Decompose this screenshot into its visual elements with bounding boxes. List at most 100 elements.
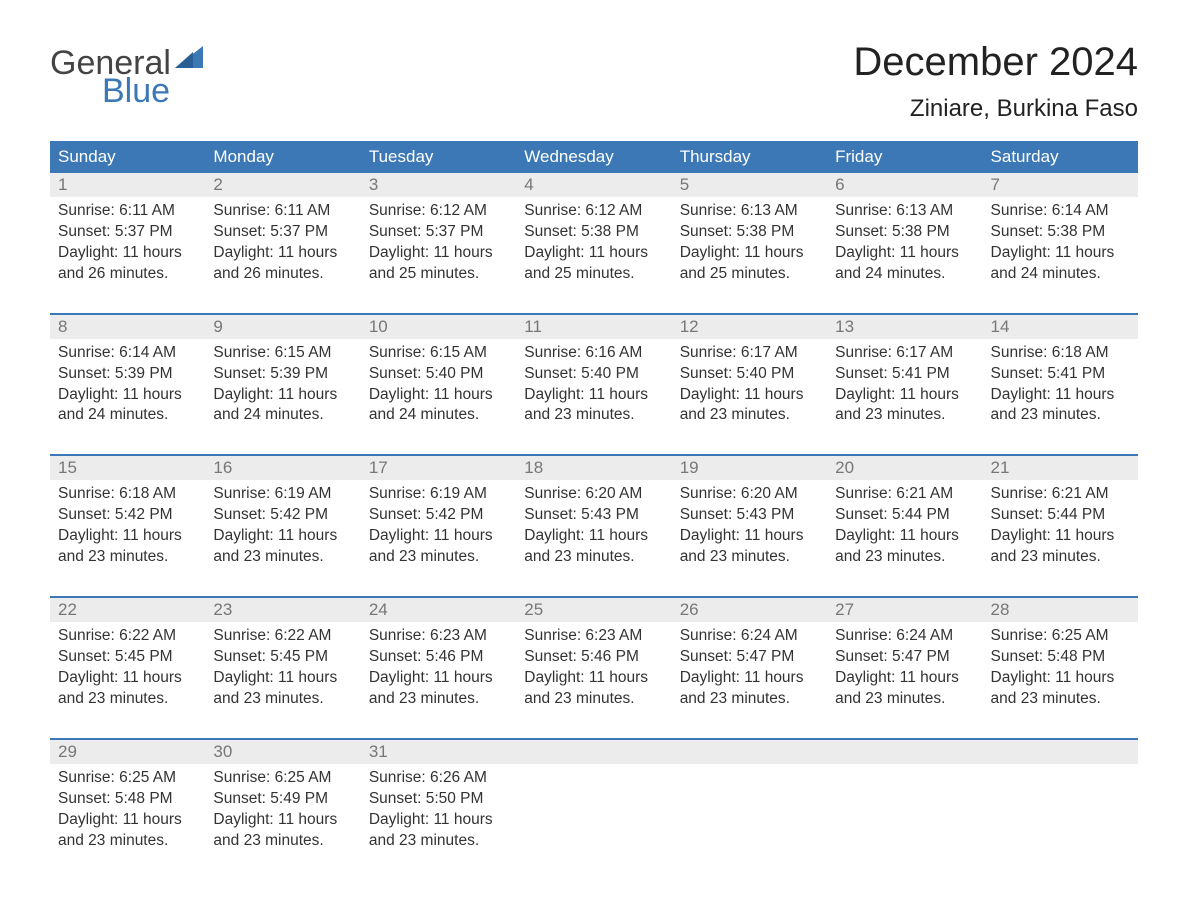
sunset-text: Sunset: 5:45 PM xyxy=(213,647,352,668)
day-number: 31 xyxy=(361,740,516,764)
daylight-text: Daylight: 11 hours xyxy=(369,810,508,831)
daylight-text: Daylight: 11 hours xyxy=(213,385,352,406)
sunrise-text: Sunrise: 6:12 AM xyxy=(369,201,508,222)
day-cell: Sunrise: 6:12 AMSunset: 5:37 PMDaylight:… xyxy=(361,197,516,314)
sunset-text: Sunset: 5:45 PM xyxy=(58,647,197,668)
sunrise-text: Sunrise: 6:12 AM xyxy=(524,201,663,222)
day-cell: Sunrise: 6:19 AMSunset: 5:42 PMDaylight:… xyxy=(205,480,360,597)
daylight-text: Daylight: 11 hours xyxy=(524,385,663,406)
day-cell: Sunrise: 6:17 AMSunset: 5:41 PMDaylight:… xyxy=(827,339,982,456)
day-data-row: Sunrise: 6:22 AMSunset: 5:45 PMDaylight:… xyxy=(50,622,1138,739)
daylight-text: Daylight: 11 hours xyxy=(369,243,508,264)
title-block: December 2024 Ziniare, Burkina Faso xyxy=(853,40,1138,135)
sunset-text: Sunset: 5:43 PM xyxy=(680,505,819,526)
sunrise-text: Sunrise: 6:18 AM xyxy=(58,484,197,505)
day-cell: Sunrise: 6:15 AMSunset: 5:39 PMDaylight:… xyxy=(205,339,360,456)
page-header: General Blue December 2024 Ziniare, Burk… xyxy=(50,40,1138,135)
sunset-text: Sunset: 5:40 PM xyxy=(680,364,819,385)
daylight-text: and 23 minutes. xyxy=(524,689,663,710)
sunrise-text: Sunrise: 6:17 AM xyxy=(835,343,974,364)
daylight-text: and 23 minutes. xyxy=(835,689,974,710)
day-number: 1 xyxy=(50,173,205,197)
sunrise-text: Sunrise: 6:24 AM xyxy=(835,626,974,647)
location: Ziniare, Burkina Faso xyxy=(853,95,1138,123)
sunrise-text: Sunrise: 6:21 AM xyxy=(991,484,1130,505)
day-number: 10 xyxy=(361,315,516,339)
day-number: 6 xyxy=(827,173,982,197)
daylight-text: Daylight: 11 hours xyxy=(213,526,352,547)
weekday-header: Tuesday xyxy=(361,141,516,173)
sunset-text: Sunset: 5:39 PM xyxy=(58,364,197,385)
sunset-text: Sunset: 5:37 PM xyxy=(58,222,197,243)
daylight-text: and 23 minutes. xyxy=(680,405,819,426)
day-number: 25 xyxy=(516,598,671,622)
sunset-text: Sunset: 5:44 PM xyxy=(991,505,1130,526)
daylight-text: and 23 minutes. xyxy=(524,405,663,426)
day-cell: Sunrise: 6:21 AMSunset: 5:44 PMDaylight:… xyxy=(983,480,1138,597)
day-number: 18 xyxy=(516,456,671,480)
sunrise-text: Sunrise: 6:22 AM xyxy=(213,626,352,647)
daylight-text: Daylight: 11 hours xyxy=(369,526,508,547)
daylight-text: and 23 minutes. xyxy=(369,689,508,710)
sunrise-text: Sunrise: 6:11 AM xyxy=(213,201,352,222)
day-cell: Sunrise: 6:21 AMSunset: 5:44 PMDaylight:… xyxy=(827,480,982,597)
sunrise-text: Sunrise: 6:25 AM xyxy=(213,768,352,789)
weekday-header: Sunday xyxy=(50,141,205,173)
day-number: 23 xyxy=(205,598,360,622)
sunrise-text: Sunrise: 6:23 AM xyxy=(524,626,663,647)
sunset-text: Sunset: 5:39 PM xyxy=(213,364,352,385)
sunrise-text: Sunrise: 6:13 AM xyxy=(835,201,974,222)
day-number: 20 xyxy=(827,456,982,480)
daylight-text: and 24 minutes. xyxy=(835,264,974,285)
day-number: 14 xyxy=(983,315,1138,339)
sunrise-text: Sunrise: 6:17 AM xyxy=(680,343,819,364)
sunrise-text: Sunrise: 6:20 AM xyxy=(680,484,819,505)
day-data-row: Sunrise: 6:14 AMSunset: 5:39 PMDaylight:… xyxy=(50,339,1138,456)
sunset-text: Sunset: 5:47 PM xyxy=(680,647,819,668)
day-number: 12 xyxy=(672,315,827,339)
daylight-text: Daylight: 11 hours xyxy=(680,243,819,264)
sunrise-text: Sunrise: 6:26 AM xyxy=(369,768,508,789)
day-cell: Sunrise: 6:17 AMSunset: 5:40 PMDaylight:… xyxy=(672,339,827,456)
sunrise-text: Sunrise: 6:14 AM xyxy=(991,201,1130,222)
daylight-text: Daylight: 11 hours xyxy=(991,243,1130,264)
daylight-text: and 23 minutes. xyxy=(991,689,1130,710)
daylight-text: and 23 minutes. xyxy=(213,831,352,852)
daylight-text: and 25 minutes. xyxy=(524,264,663,285)
sunset-text: Sunset: 5:46 PM xyxy=(369,647,508,668)
sunrise-text: Sunrise: 6:15 AM xyxy=(213,343,352,364)
day-number: 9 xyxy=(205,315,360,339)
daylight-text: Daylight: 11 hours xyxy=(58,810,197,831)
sunrise-text: Sunrise: 6:15 AM xyxy=(369,343,508,364)
day-number: 26 xyxy=(672,598,827,622)
daylight-text: Daylight: 11 hours xyxy=(213,810,352,831)
day-data-row: Sunrise: 6:18 AMSunset: 5:42 PMDaylight:… xyxy=(50,480,1138,597)
day-number: 3 xyxy=(361,173,516,197)
day-cell: Sunrise: 6:25 AMSunset: 5:49 PMDaylight:… xyxy=(205,764,360,880)
sunset-text: Sunset: 5:47 PM xyxy=(835,647,974,668)
day-number-row: 891011121314 xyxy=(50,315,1138,339)
day-number xyxy=(983,740,1138,764)
day-number: 29 xyxy=(50,740,205,764)
sunset-text: Sunset: 5:46 PM xyxy=(524,647,663,668)
day-number: 22 xyxy=(50,598,205,622)
daylight-text: Daylight: 11 hours xyxy=(524,526,663,547)
day-cell: Sunrise: 6:25 AMSunset: 5:48 PMDaylight:… xyxy=(50,764,205,880)
sunrise-text: Sunrise: 6:25 AM xyxy=(58,768,197,789)
daylight-text: Daylight: 11 hours xyxy=(58,385,197,406)
day-cell: Sunrise: 6:14 AMSunset: 5:39 PMDaylight:… xyxy=(50,339,205,456)
day-cell: Sunrise: 6:22 AMSunset: 5:45 PMDaylight:… xyxy=(50,622,205,739)
day-cell: Sunrise: 6:18 AMSunset: 5:42 PMDaylight:… xyxy=(50,480,205,597)
day-number: 13 xyxy=(827,315,982,339)
day-number-row: 22232425262728 xyxy=(50,598,1138,622)
daylight-text: Daylight: 11 hours xyxy=(524,668,663,689)
sunset-text: Sunset: 5:41 PM xyxy=(835,364,974,385)
day-number: 11 xyxy=(516,315,671,339)
day-cell: Sunrise: 6:26 AMSunset: 5:50 PMDaylight:… xyxy=(361,764,516,880)
sunset-text: Sunset: 5:48 PM xyxy=(991,647,1130,668)
sunrise-text: Sunrise: 6:22 AM xyxy=(58,626,197,647)
day-cell: Sunrise: 6:20 AMSunset: 5:43 PMDaylight:… xyxy=(672,480,827,597)
daylight-text: Daylight: 11 hours xyxy=(835,385,974,406)
weekday-header: Wednesday xyxy=(516,141,671,173)
sunrise-text: Sunrise: 6:24 AM xyxy=(680,626,819,647)
